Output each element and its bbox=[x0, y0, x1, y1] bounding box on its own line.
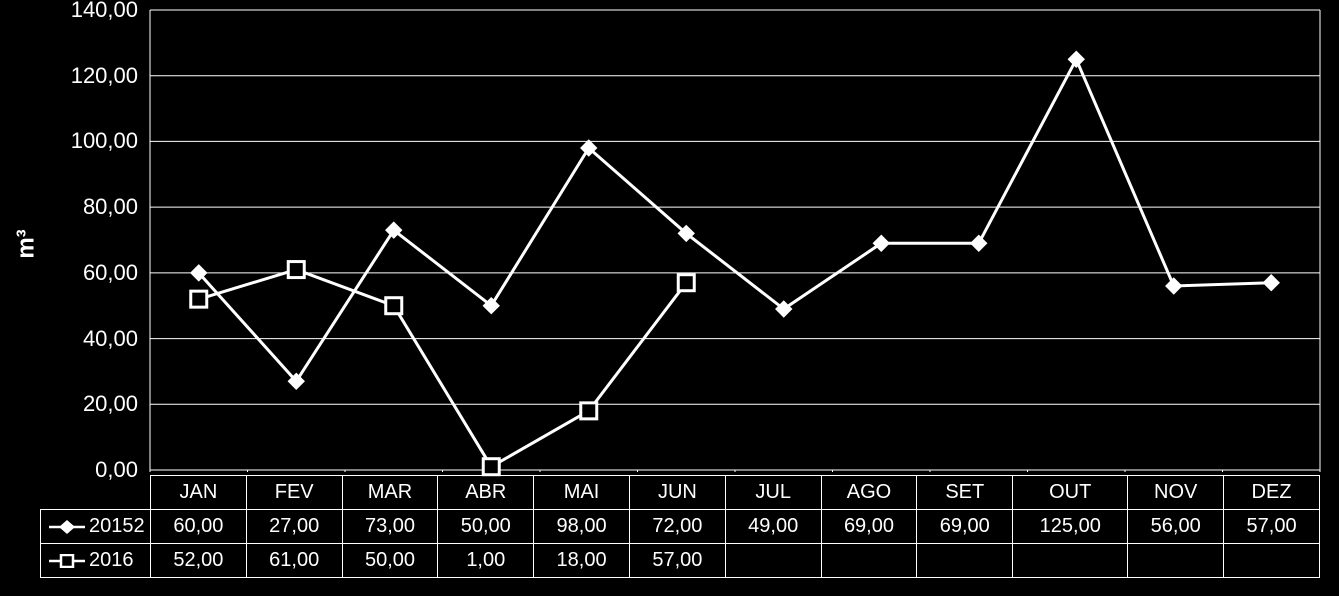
table-cell: 57,00 bbox=[1224, 510, 1320, 544]
y-tick-label: 100,00 bbox=[48, 128, 138, 154]
y-axis-label: m³ bbox=[13, 229, 41, 258]
table-row-header: 2016 bbox=[41, 544, 151, 578]
table-cell: 72,00 bbox=[629, 510, 725, 544]
chart-container: m³ 0,0020,0040,0060,0080,00100,00120,001… bbox=[0, 0, 1339, 596]
table-cell: 69,00 bbox=[917, 510, 1013, 544]
data-table: JANFEVMARABRMAIJUNJULAGOSETOUTNOVDEZ2015… bbox=[40, 475, 1320, 578]
series-name-label: 20152 bbox=[89, 515, 145, 537]
table-cell bbox=[1013, 544, 1128, 578]
table-cell: 56,00 bbox=[1128, 510, 1224, 544]
marker-diamond bbox=[971, 235, 987, 251]
marker-diamond bbox=[1263, 275, 1279, 291]
table-row: 2016 52,0061,0050,001,0018,0057,00 bbox=[41, 544, 1320, 578]
table-cell bbox=[917, 544, 1013, 578]
table-cell bbox=[821, 544, 917, 578]
marker-square bbox=[581, 403, 597, 419]
table-header-row: JANFEVMARABRMAIJUNJULAGOSETOUTNOVDEZ bbox=[41, 476, 1320, 510]
series-name-label: 2016 bbox=[89, 549, 134, 571]
table-cell: 1,00 bbox=[438, 544, 534, 578]
marker-square bbox=[386, 298, 402, 314]
table-cell: 50,00 bbox=[342, 544, 438, 578]
table-col-header: AGO bbox=[821, 476, 917, 510]
marker-diamond bbox=[873, 235, 889, 251]
table-cell: 73,00 bbox=[342, 510, 438, 544]
legend-marker-square-icon bbox=[49, 549, 85, 572]
marker-square bbox=[288, 262, 304, 278]
table-cell: 50,00 bbox=[438, 510, 534, 544]
table-col-header: NOV bbox=[1128, 476, 1224, 510]
marker-square bbox=[191, 291, 207, 307]
series-2016 bbox=[199, 270, 687, 467]
plot-svg bbox=[150, 10, 1320, 470]
y-tick-label: 40,00 bbox=[48, 326, 138, 352]
y-tick-label: 140,00 bbox=[48, 0, 138, 23]
table-cell: 49,00 bbox=[725, 510, 821, 544]
table-col-header: MAR bbox=[342, 476, 438, 510]
table-col-header: JUL bbox=[725, 476, 821, 510]
legend-marker-diamond-icon bbox=[49, 515, 85, 538]
table-cell: 98,00 bbox=[534, 510, 630, 544]
marker-square bbox=[678, 275, 694, 291]
y-tick-label: 80,00 bbox=[48, 194, 138, 220]
table-cell: 27,00 bbox=[246, 510, 342, 544]
series-20152 bbox=[199, 59, 1272, 381]
table-col-header: MAI bbox=[534, 476, 630, 510]
marker-square bbox=[483, 459, 499, 475]
table-col-header: SET bbox=[917, 476, 1013, 510]
table-cell: 52,00 bbox=[151, 544, 247, 578]
table-col-header: JAN bbox=[151, 476, 247, 510]
table-cell: 57,00 bbox=[629, 544, 725, 578]
table-col-header: ABR bbox=[438, 476, 534, 510]
table-col-header: FEV bbox=[246, 476, 342, 510]
plot-area bbox=[150, 10, 1320, 470]
table-cell bbox=[725, 544, 821, 578]
y-tick-label: 120,00 bbox=[48, 63, 138, 89]
marker-diamond bbox=[1166, 278, 1182, 294]
table-row-header: 20152 bbox=[41, 510, 151, 544]
table-cell: 18,00 bbox=[534, 544, 630, 578]
table-col-header: DEZ bbox=[1224, 476, 1320, 510]
table-cell: 61,00 bbox=[246, 544, 342, 578]
table-cell: 125,00 bbox=[1013, 510, 1128, 544]
table-corner-cell bbox=[41, 476, 151, 510]
table-cell: 69,00 bbox=[821, 510, 917, 544]
table-col-header: JUN bbox=[629, 476, 725, 510]
table-cell bbox=[1128, 544, 1224, 578]
table-row: 20152 60,0027,0073,0050,0098,0072,0049,00… bbox=[41, 510, 1320, 544]
table-col-header: OUT bbox=[1013, 476, 1128, 510]
y-tick-label: 20,00 bbox=[48, 391, 138, 417]
table-cell bbox=[1224, 544, 1320, 578]
y-tick-label: 60,00 bbox=[48, 260, 138, 286]
table-cell: 60,00 bbox=[151, 510, 247, 544]
marker-diamond bbox=[1068, 51, 1084, 67]
